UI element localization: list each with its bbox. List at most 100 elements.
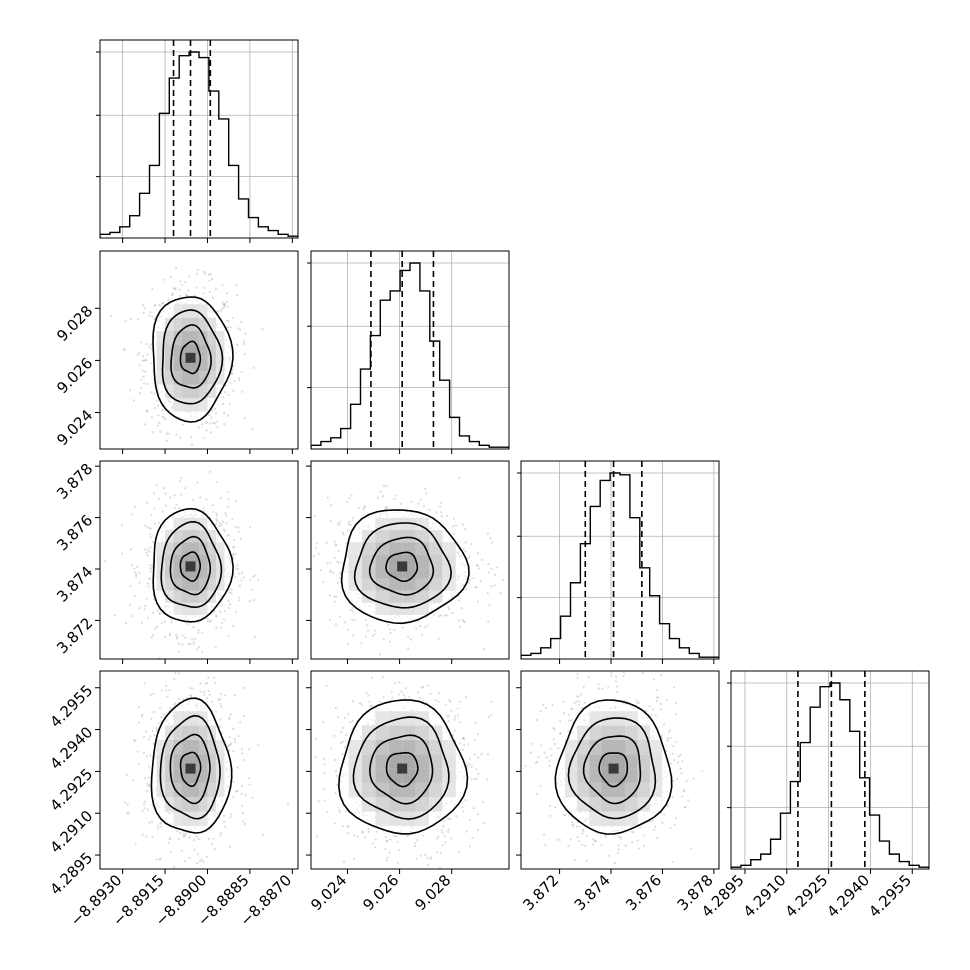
sample-point: [232, 624, 235, 627]
sample-point: [351, 610, 354, 613]
sample-point: [169, 851, 172, 854]
sample-point: [477, 567, 481, 570]
sample-point: [228, 716, 231, 719]
sample-point: [439, 505, 442, 508]
sample-point: [458, 721, 461, 724]
sample-point: [338, 561, 341, 564]
sample-point: [253, 635, 257, 638]
sample-point: [636, 839, 639, 843]
sample-point: [610, 671, 613, 675]
sample-point: [220, 705, 223, 708]
sample-point: [679, 753, 682, 756]
sample-point: [137, 762, 140, 765]
sample-point: [164, 504, 167, 507]
contour-1: [161, 309, 224, 405]
sample-point: [181, 643, 184, 646]
sample-point: [356, 651, 358, 653]
sample-point: [130, 513, 133, 516]
sample-point: [444, 614, 447, 617]
sample-point: [672, 744, 675, 747]
sample-point: [226, 745, 229, 748]
sample-point: [180, 668, 182, 670]
sample-point: [385, 506, 388, 509]
sample-point: [247, 748, 251, 751]
sample-point: [164, 635, 167, 639]
sample-point: [145, 835, 148, 838]
sample-point: [329, 570, 332, 574]
density-peak: [397, 561, 408, 572]
sample-point: [203, 690, 206, 694]
sample-point: [461, 618, 464, 621]
sample-point: [138, 721, 141, 724]
sample-point: [227, 533, 230, 537]
sample-point: [337, 522, 340, 525]
sample-point: [462, 736, 465, 740]
sample-point: [438, 637, 441, 640]
sample-point: [169, 496, 172, 499]
sample-point: [487, 620, 490, 623]
sample-point: [251, 428, 254, 431]
sample-point: [189, 694, 192, 697]
sample-point: [173, 703, 176, 706]
sample-point: [345, 542, 348, 545]
sample-point: [182, 451, 184, 453]
sample-point: [435, 851, 438, 854]
sample-point: [314, 547, 318, 550]
sample-point: [182, 835, 186, 838]
sample-point: [158, 707, 161, 710]
sample-point: [158, 858, 161, 861]
sample-point: [447, 828, 450, 831]
sample-point: [166, 479, 168, 481]
sample-point: [364, 618, 367, 621]
sample-point: [157, 414, 160, 417]
sample-point: [149, 311, 152, 314]
sample-point: [214, 646, 217, 649]
sample-point: [386, 506, 389, 509]
sample-point: [237, 530, 240, 533]
sample-point: [581, 843, 584, 846]
sample-point: [384, 835, 387, 839]
sample-point: [130, 563, 134, 567]
sample-point: [197, 621, 200, 624]
sample-point: [146, 526, 149, 529]
sample-point: [191, 638, 194, 641]
sample-point: [193, 294, 196, 297]
sample-point: [226, 319, 229, 322]
sample-point: [151, 729, 155, 732]
sample-point: [192, 643, 195, 646]
sample-point: [346, 831, 349, 835]
sample-point: [326, 496, 329, 499]
sample-point: [210, 700, 214, 703]
sample-point: [444, 840, 447, 844]
sample-point: [134, 573, 138, 576]
sample-point: [201, 423, 204, 426]
sample-point: [146, 782, 149, 785]
sample-point: [317, 800, 320, 803]
sample-point: [457, 619, 461, 622]
sample-point: [132, 779, 135, 782]
sample-point: [178, 288, 181, 291]
sample-point: [244, 332, 247, 335]
sample-point: [350, 618, 354, 621]
sample-point: [240, 370, 243, 374]
sample-point: [209, 431, 213, 434]
sample-point: [252, 366, 255, 369]
sample-point: [215, 518, 218, 521]
sample-point: [319, 569, 322, 572]
contour-3: [385, 751, 419, 788]
sample-point: [148, 526, 152, 530]
sample-point: [329, 561, 332, 564]
sample-point: [222, 396, 225, 399]
sample-point: [204, 272, 207, 275]
sample-point: [424, 487, 427, 490]
sample-point: [461, 748, 464, 751]
density-peak: [185, 352, 196, 363]
sample-point: [143, 803, 146, 806]
sample-point: [416, 839, 419, 842]
sample-point: [231, 368, 234, 371]
sample-point: [446, 830, 450, 833]
sample-point: [223, 303, 226, 306]
sample-point: [209, 619, 212, 622]
sample-point: [146, 382, 149, 386]
sample-point: [442, 825, 445, 828]
